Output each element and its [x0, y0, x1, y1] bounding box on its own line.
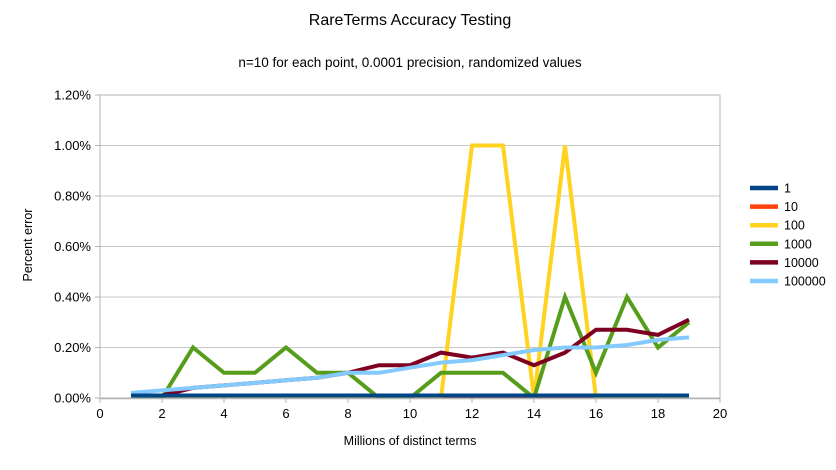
y-tick-label: 0.00% [54, 391, 91, 406]
legend-label-100: 100 [784, 219, 805, 233]
y-tick-label: 0.80% [54, 189, 91, 204]
series-line-100000 [130, 335, 690, 395]
y-tick-label: 0.20% [54, 340, 91, 355]
legend-label-1: 1 [784, 182, 791, 196]
legend-label-10: 10 [784, 200, 798, 214]
series-line-1000 [130, 291, 691, 398]
x-tick-label: 20 [713, 406, 727, 421]
x-tick-label: 12 [465, 406, 479, 421]
x-tick-label: 10 [403, 406, 417, 421]
x-axis-title: Millions of distinct terms [343, 434, 477, 448]
x-tick-label: 6 [282, 406, 289, 421]
y-tick-label: 1.00% [54, 138, 91, 153]
y-tick-label: 1.20% [54, 88, 91, 103]
chart-title: RareTerms Accuracy Testing [308, 12, 512, 29]
series-line-10000 [131, 317, 690, 398]
x-tick-label: 14 [527, 406, 541, 421]
x-tick-label: 2 [158, 406, 165, 421]
legend-label-100000: 100000 [784, 275, 826, 289]
x-tick-label: 0 [96, 406, 103, 421]
x-tick-label: 18 [651, 406, 665, 421]
x-tick-label: 16 [589, 406, 603, 421]
y-axis-title: Percent error [21, 208, 35, 282]
x-tick-label: 8 [344, 406, 351, 421]
y-tick-label: 0.40% [54, 290, 91, 305]
legend-label-10000: 10000 [784, 256, 819, 270]
legend-label-1000: 1000 [784, 237, 812, 251]
chart-subtitle: n=10 for each point, 0.0001 precision, r… [238, 55, 582, 70]
series-line-100 [131, 143, 689, 398]
y-tick-label: 0.60% [54, 239, 91, 254]
x-tick-label: 4 [220, 406, 227, 421]
